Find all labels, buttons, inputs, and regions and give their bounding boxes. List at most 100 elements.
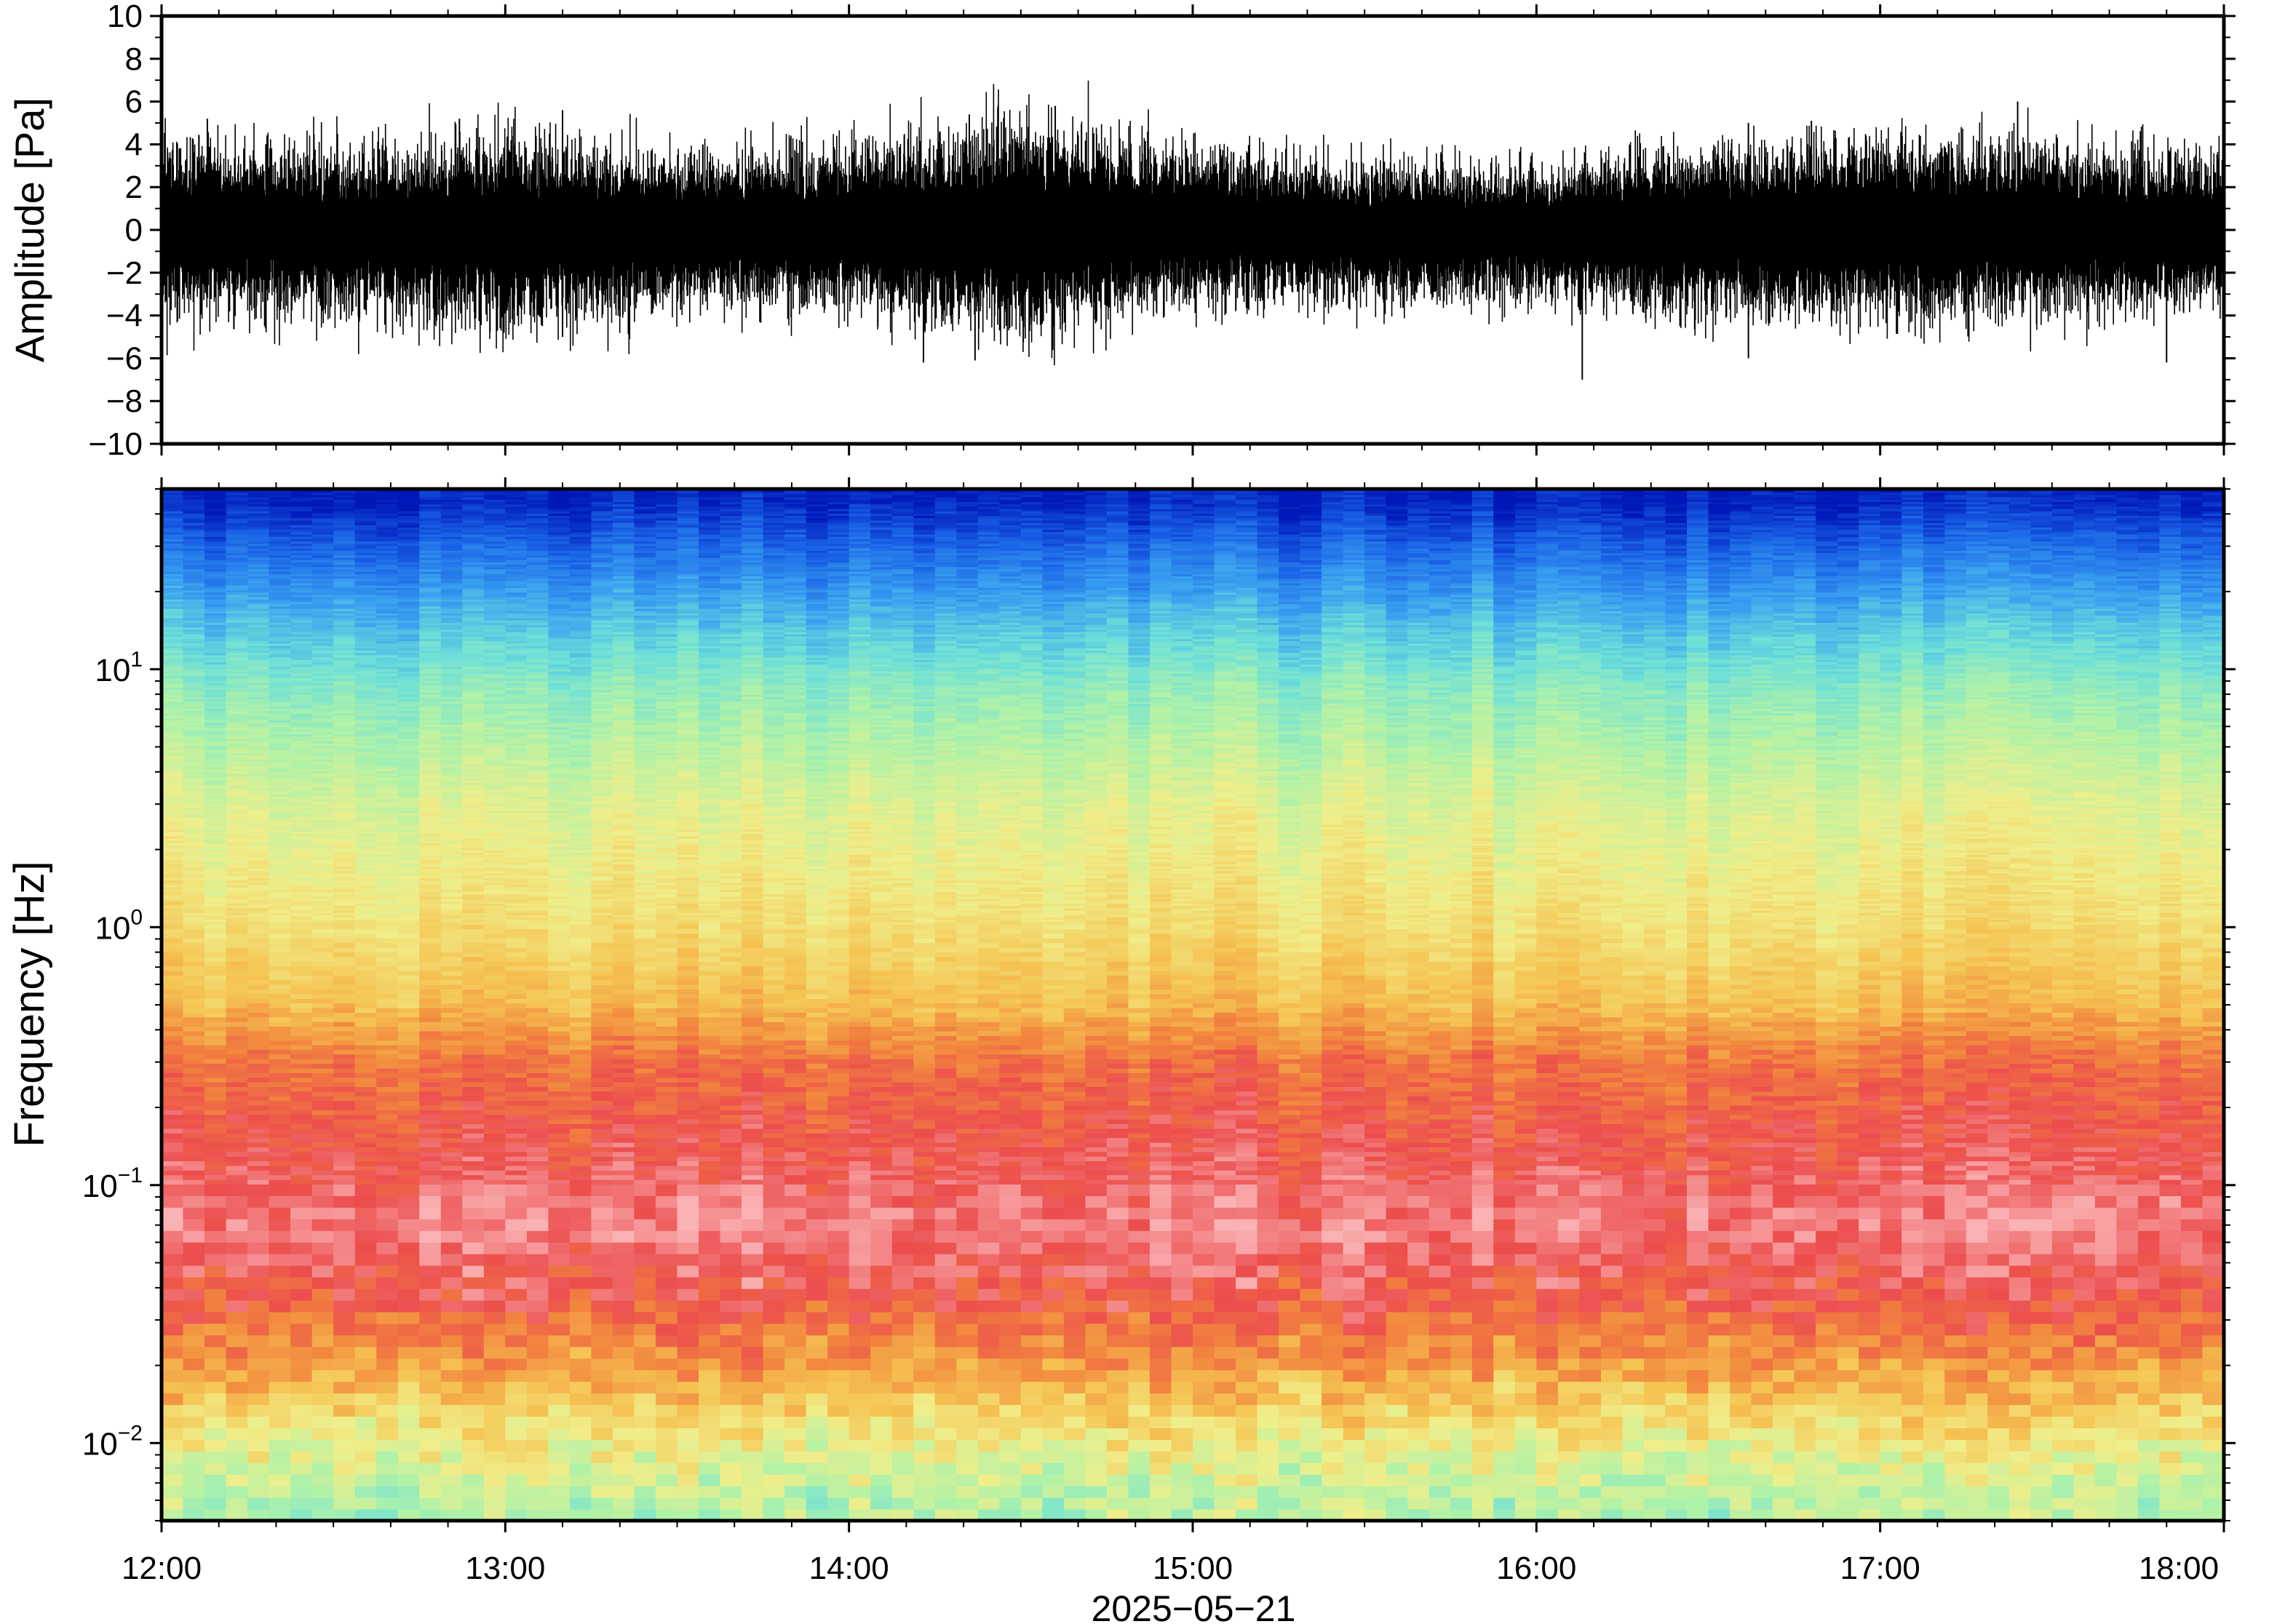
spectrogram-cell: [1064, 1219, 1086, 1231]
spectrogram-cell: [935, 1142, 957, 1147]
spectrogram-cell: [1364, 1152, 1386, 1157]
spectrogram-cell: [1236, 1091, 1257, 1096]
spectrogram-cell: [613, 1179, 635, 1185]
spectrogram-cell: [1215, 1451, 1236, 1463]
spectrogram-cell: [849, 1110, 871, 1115]
spectrogram-cell: [1171, 1138, 1193, 1143]
spectrogram-cell: [1923, 1474, 1945, 1486]
spectrogram-cell: [290, 1289, 312, 1301]
spectrogram-cell: [2009, 1393, 2031, 1406]
spectrogram-cell: [763, 1277, 785, 1289]
spectrogram-cell: [1472, 1347, 1494, 1359]
spectrogram-cell: [2030, 1161, 2052, 1166]
spectrogram-cell: [1472, 1142, 1494, 1147]
spectrogram-cell: [849, 1195, 871, 1208]
spectrogram-cell: [2202, 1277, 2224, 1289]
spectrogram-cell: [1300, 1324, 1322, 1336]
spectrogram-cell: [1795, 1324, 1816, 1336]
spectrogram-cell: [1128, 1300, 1150, 1313]
spectrogram-cell: [269, 1219, 291, 1231]
spectrogram-cell: [247, 1091, 269, 1096]
spectrogram-cell: [376, 1123, 398, 1129]
spectrogram-cell: [1085, 1123, 1107, 1129]
spectrogram-cell: [1859, 1156, 1880, 1161]
spectrogram-cell: [806, 1324, 828, 1336]
spectrogram-cell: [269, 1439, 291, 1452]
spectrogram-cell: [1107, 1265, 1129, 1278]
spectrogram-cell: [1322, 1152, 1343, 1157]
spectrogram-cell: [1215, 1152, 1236, 1157]
spectrogram-cell: [1215, 1242, 1236, 1254]
spectrogram-cell: [913, 1416, 935, 1428]
spectrogram-cell: [398, 1486, 420, 1498]
spectrogram-cell: [892, 1207, 914, 1219]
spectrogram-cell: [1902, 1166, 1923, 1171]
spectrogram-cell: [1902, 1497, 1923, 1510]
spectrogram-cell: [870, 1277, 892, 1289]
spectrogram-cell: [677, 1123, 699, 1129]
spectrogram-cell: [441, 1110, 463, 1115]
spectrogram-cell: [1171, 1129, 1193, 1134]
spectrogram-cell: [2116, 1123, 2138, 1129]
spectrogram-cell: [2052, 1101, 2074, 1106]
spectrogram-cell: [892, 1370, 914, 1382]
spectrogram-cell: [1107, 1277, 1129, 1289]
spectrogram-cell: [1923, 1254, 1945, 1266]
spectrogram-cell: [1816, 1161, 1837, 1166]
spectrogram-cell: [269, 1347, 291, 1359]
spectrogram-cell: [1536, 1101, 1558, 1106]
spectrogram-cell: [462, 1416, 484, 1428]
spectrogram-cell: [1257, 1179, 1279, 1185]
spectrogram-cell: [269, 1119, 291, 1124]
spectrogram-cell: [1021, 1428, 1043, 1440]
spectrogram-cell: [1236, 1300, 1257, 1313]
spectrogram-cell: [913, 1277, 935, 1289]
spectrogram-cell: [1150, 1428, 1172, 1440]
spectrogram-cell: [1364, 1486, 1386, 1498]
spectrogram-cell: [183, 1265, 205, 1278]
spectrogram-cell: [935, 1123, 957, 1129]
spectrogram-cell: [978, 1138, 1000, 1143]
spectrogram-cell: [1709, 1300, 1730, 1313]
spectrogram-cell: [398, 1091, 420, 1096]
spectrogram-cell: [1709, 1105, 1730, 1110]
spectrogram-cell: [2181, 1175, 2203, 1180]
spectrogram-cell: [1257, 1147, 1279, 1152]
spectrogram-cell: [892, 1123, 914, 1129]
spectrogram-cell: [1257, 1091, 1279, 1096]
spectrogram-cell: [699, 1370, 720, 1382]
spectrogram-cell: [1064, 1175, 1086, 1180]
spectrogram-cell: [1193, 1277, 1215, 1289]
spectrogram-cell: [183, 1439, 205, 1452]
spectrogram-cell: [1773, 1474, 1795, 1486]
spectrogram-cell: [784, 1474, 806, 1486]
spectrogram-cell: [634, 1265, 656, 1278]
spectrogram-cell: [1021, 1156, 1043, 1161]
spectrogram-cell: [162, 1091, 183, 1096]
spectrogram-cell: [1450, 1152, 1472, 1157]
spectrogram-cell: [870, 1129, 892, 1134]
spectrogram-cell: [999, 1101, 1021, 1106]
spectrogram-cell: [699, 1110, 720, 1115]
spectrogram-cell: [1429, 1096, 1451, 1101]
spectrogram-cell: [441, 1300, 463, 1313]
spectrogram-cell: [1837, 1486, 1859, 1498]
spectrogram-cell: [1042, 1110, 1064, 1115]
spectrogram-cell: [742, 1474, 763, 1486]
spectrogram-cell: [1987, 1207, 2009, 1219]
spectrogram-cell: [677, 1195, 699, 1208]
spectrogram-cell: [677, 1462, 699, 1475]
spectrogram-cell: [462, 1175, 484, 1180]
spectrogram-cell: [419, 1254, 441, 1266]
spectrogram-cell: [978, 1179, 1000, 1185]
spectrogram-cell: [548, 1156, 570, 1161]
spectrogram-cell: [527, 1393, 549, 1406]
spectrogram-cell: [1837, 1147, 1859, 1152]
spectrogram-cell: [999, 1179, 1021, 1185]
spectrogram-cell: [1536, 1230, 1558, 1243]
spectrogram-cell: [1730, 1123, 1752, 1129]
spectrogram-cell: [505, 1254, 527, 1266]
spectrogram-cell: [548, 1451, 570, 1463]
spectrogram-cell: [2009, 1335, 2031, 1348]
spectrogram-cell: [1966, 1382, 1988, 1394]
